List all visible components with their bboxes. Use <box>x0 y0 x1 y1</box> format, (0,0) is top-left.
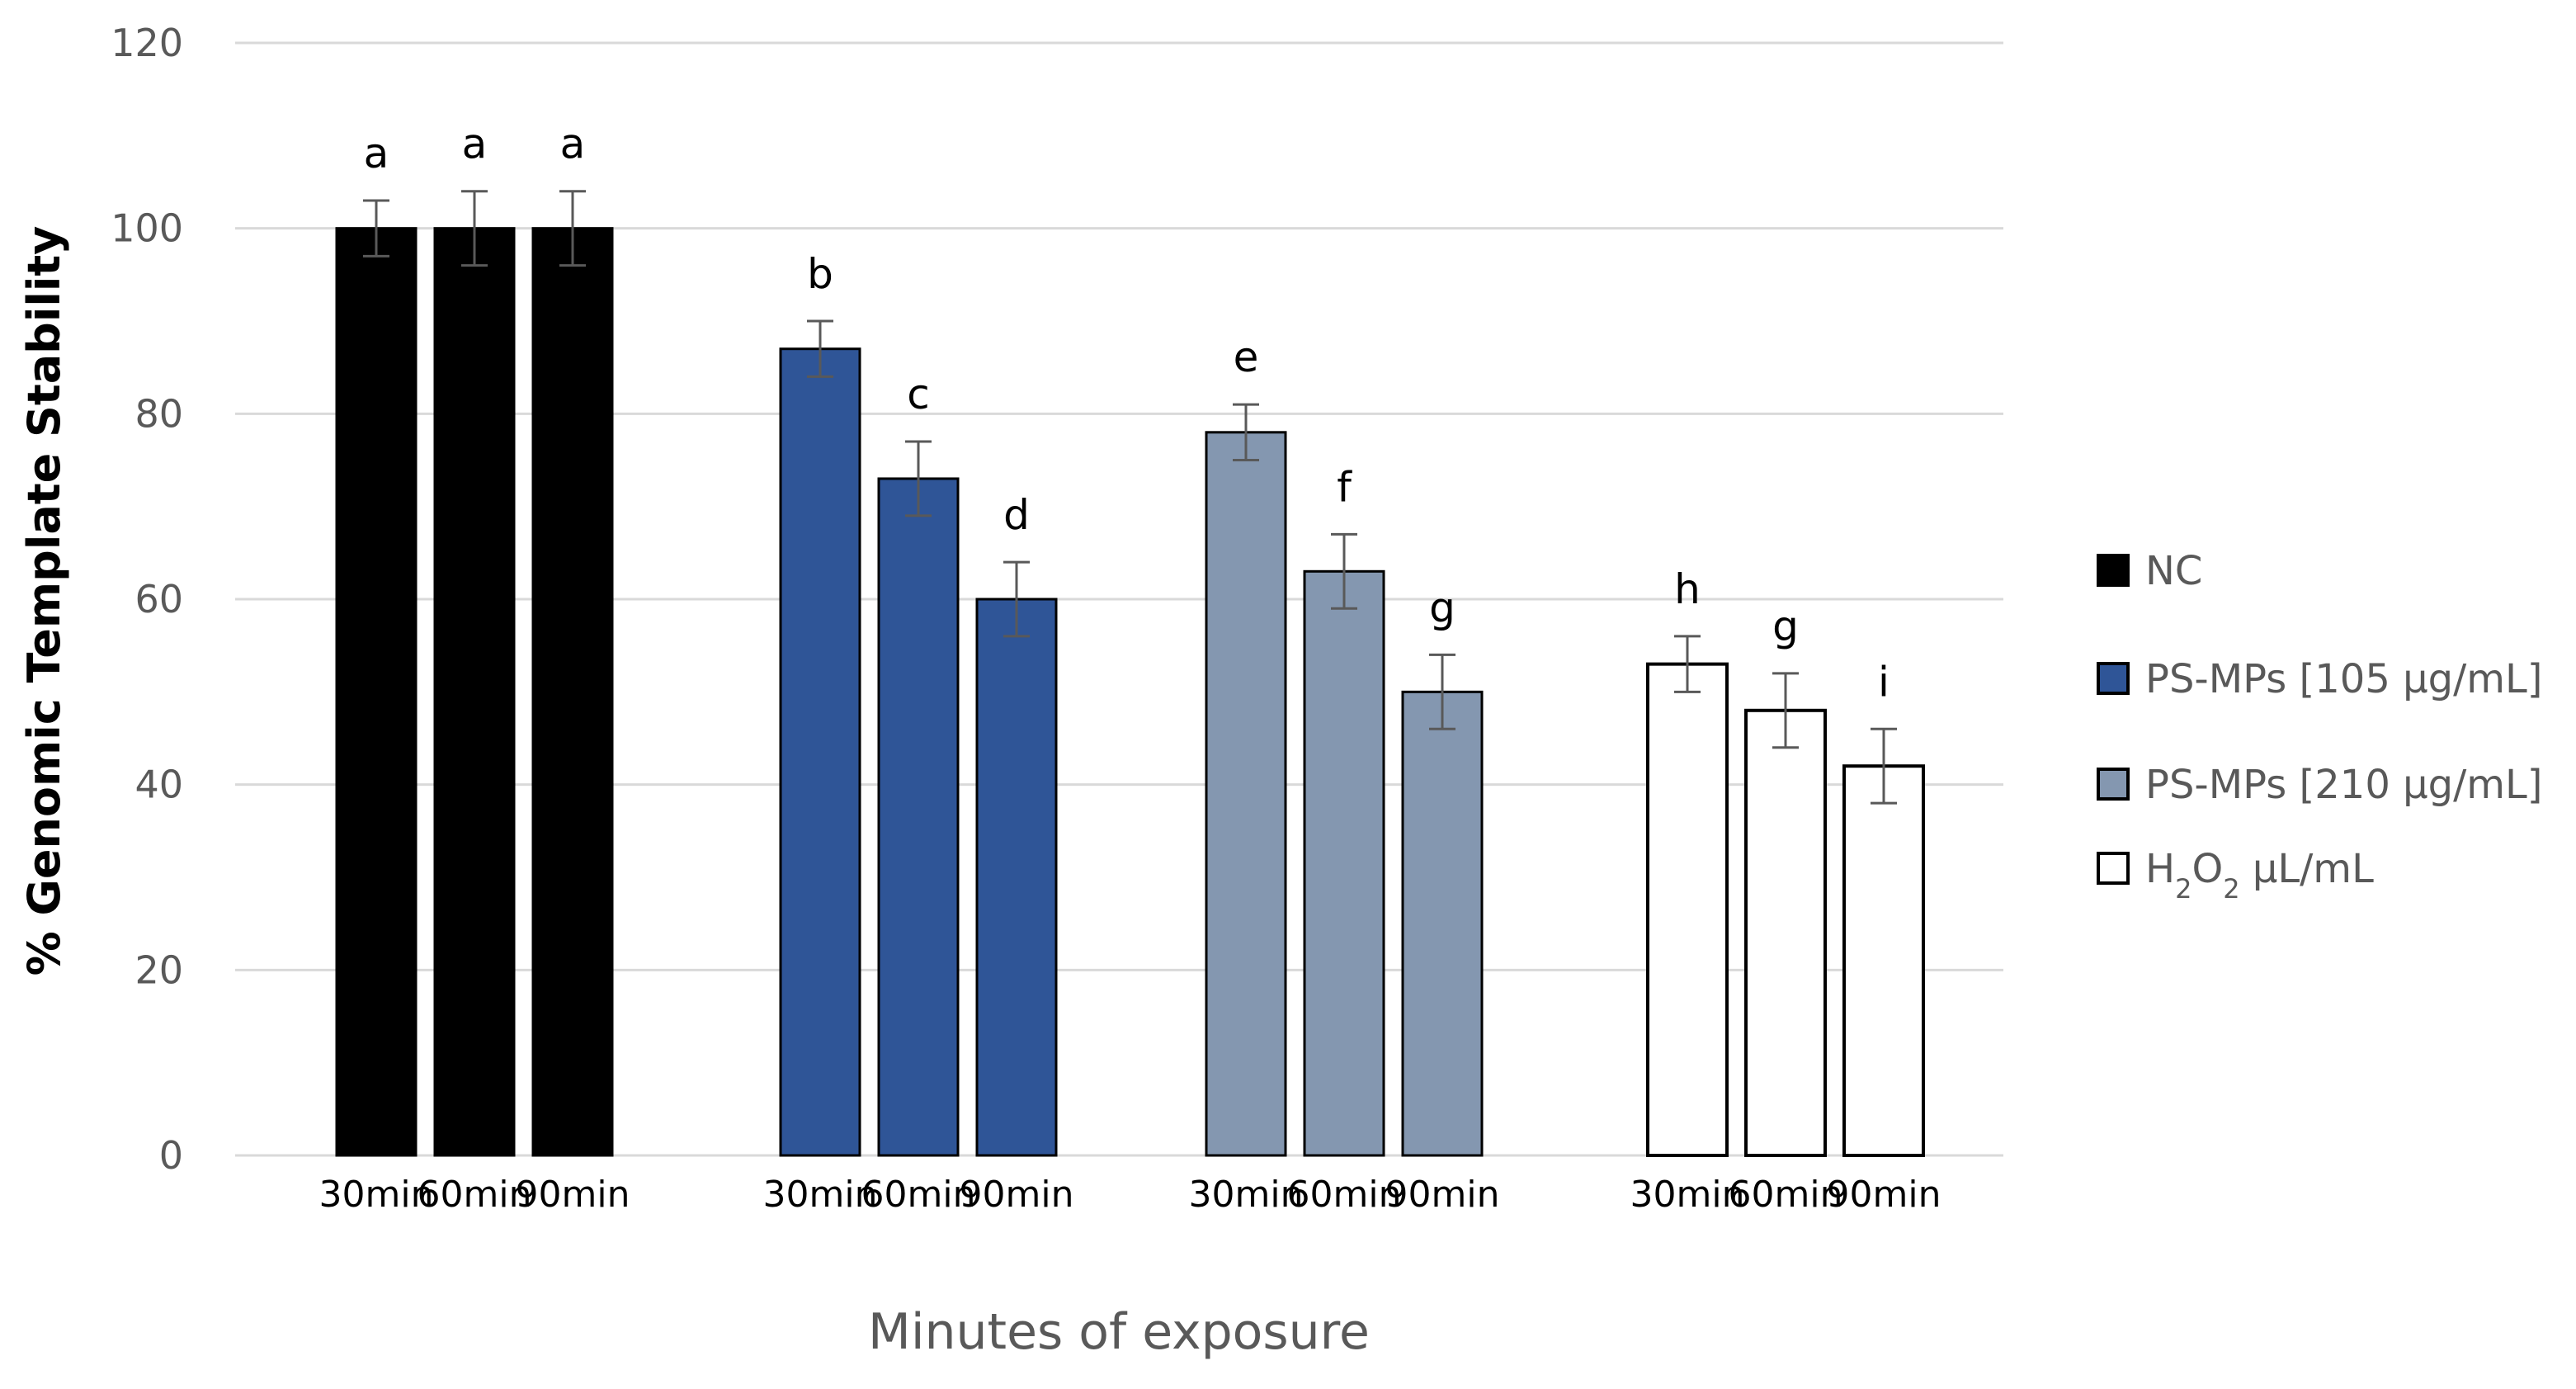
bar <box>1646 662 1729 1157</box>
error-bar <box>363 199 389 257</box>
legend-swatch <box>2097 768 2130 801</box>
legend-label: PS-MPs [210 μg/mL] <box>2145 762 2543 808</box>
error-bar <box>1871 727 1897 805</box>
x-axis-title: Minutes of exposure <box>868 1303 1370 1361</box>
bar <box>1303 569 1385 1157</box>
error-bar <box>807 319 833 378</box>
x-tick-label: 30min <box>319 1174 434 1216</box>
legend-label: NC <box>2145 548 2202 594</box>
legend-item: NC <box>2097 548 2202 594</box>
significance-letter: f <box>1337 463 1352 511</box>
error-bar <box>1674 635 1701 693</box>
significance-letter: b <box>807 250 833 298</box>
significance-letter: a <box>560 120 586 168</box>
bar <box>433 227 516 1157</box>
significance-letter: g <box>1429 583 1455 631</box>
x-tick-label: 90min <box>1827 1174 1941 1216</box>
bar <box>877 477 960 1157</box>
significance-letter: e <box>1234 333 1259 381</box>
error-bar <box>1429 653 1455 730</box>
x-tick-label: 90min <box>960 1174 1074 1216</box>
significance-letter: c <box>907 371 930 418</box>
legend-item: PS-MPs [210 μg/mL] <box>2097 762 2543 808</box>
x-tick-label: 60min <box>418 1174 532 1216</box>
bar <box>1401 690 1484 1157</box>
x-tick-label: 30min <box>1630 1174 1745 1216</box>
x-tick-label: 60min <box>1287 1174 1402 1216</box>
significance-letter: a <box>364 130 389 177</box>
y-tick-label: 80 <box>134 391 183 436</box>
x-tick-label: 30min <box>1189 1174 1304 1216</box>
x-tick-label: 60min <box>1729 1174 1843 1216</box>
significance-letter: a <box>462 120 488 168</box>
bar <box>779 347 861 1157</box>
y-axis-ticks: 0 20 40 60 80 100 120 <box>111 21 183 1178</box>
legend-item: H2O2 μL/mL <box>2097 846 2374 905</box>
y-tick-label: 20 <box>134 947 183 992</box>
gridlines <box>235 41 2003 1157</box>
significance-letters: a a a b c d e f g h g i <box>364 120 1890 706</box>
significance-letter: g <box>1772 602 1799 650</box>
legend-label: H2O2 μL/mL <box>2145 846 2374 905</box>
error-bar <box>905 440 932 517</box>
legend-swatch <box>2097 852 2130 885</box>
legend-item: PS-MPs [105 μg/mL] <box>2097 656 2543 702</box>
legend-swatch <box>2097 662 2130 695</box>
bar <box>531 227 614 1157</box>
bars <box>335 227 1925 1157</box>
y-tick-label: 100 <box>111 206 183 251</box>
bar <box>335 227 418 1157</box>
y-tick-label: 40 <box>134 763 183 807</box>
bar <box>1842 764 1925 1157</box>
error-bar <box>461 190 488 267</box>
y-tick-label: 120 <box>111 21 183 65</box>
legend-label: PS-MPs [105 μg/mL] <box>2145 656 2543 702</box>
error-bar <box>1331 532 1357 610</box>
error-bar <box>1233 403 1259 461</box>
bar <box>1205 431 1287 1157</box>
bar <box>975 598 1058 1157</box>
y-tick-label: 60 <box>134 577 183 621</box>
x-tick-label: 30min <box>763 1174 878 1216</box>
legend-swatch <box>2097 554 2130 587</box>
legend: NC PS-MPs [105 μg/mL] PS-MPs [210 μg/mL] H2… <box>2097 548 2543 905</box>
error-bar <box>1003 560 1030 638</box>
bar <box>1744 708 1827 1157</box>
significance-letter: h <box>1674 565 1701 613</box>
error-bars <box>363 190 1897 805</box>
error-bar <box>559 190 586 267</box>
x-tick-label: 90min <box>1385 1174 1500 1216</box>
x-tick-label: 90min <box>516 1174 630 1216</box>
error-bar <box>1772 672 1799 749</box>
significance-letter: d <box>1003 491 1030 539</box>
y-axis-title: % Genomic Template Stability <box>18 226 70 976</box>
significance-letter: i <box>1878 658 1890 706</box>
x-tick-label: 60min <box>861 1174 976 1216</box>
y-tick-label: 0 <box>159 1133 183 1178</box>
